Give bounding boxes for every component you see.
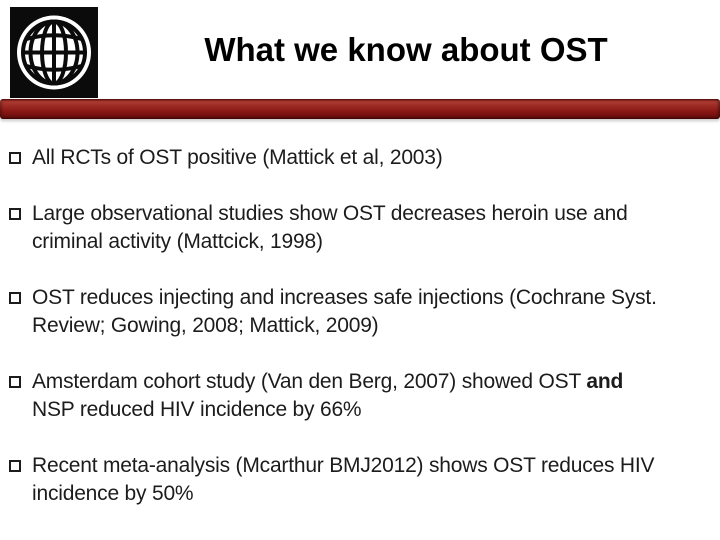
bullet-text-segment: Amsterdam cohort study (Van den Berg, 20… xyxy=(32,370,587,393)
open-square-bullet-icon xyxy=(9,152,21,164)
bullet-text: OST reduces injecting and increases safe… xyxy=(32,286,657,337)
bullet-item: OST reduces injecting and increases safe… xyxy=(9,284,714,340)
open-square-bullet-icon xyxy=(9,460,21,472)
accent-divider-bar xyxy=(0,99,720,119)
bullet-text-segment: NSP reduced HIV incidence by 66% xyxy=(32,398,362,421)
bullet-text-bold-segment: and xyxy=(586,370,624,393)
bullet-text: Large observational studies show OST dec… xyxy=(32,202,628,253)
bullet-text: All RCTs of OST positive (Mattick et al,… xyxy=(32,146,443,169)
bullet-item: Large observational studies show OST dec… xyxy=(9,200,714,256)
globe-icon xyxy=(10,7,98,98)
bullet-text: Amsterdam cohort study (Van den Berg, 20… xyxy=(32,368,623,424)
bullet-item: Recent meta-analysis (Mcarthur BMJ2012) … xyxy=(9,452,714,508)
bullet-item: All RCTs of OST positive (Mattick et al,… xyxy=(9,144,714,172)
bullet-item: Amsterdam cohort study (Van den Berg, 20… xyxy=(9,368,714,424)
open-square-bullet-icon xyxy=(9,376,21,388)
bullet-list: All RCTs of OST positive (Mattick et al,… xyxy=(9,144,714,536)
slide-title: What we know about OST xyxy=(204,31,608,68)
open-square-bullet-icon xyxy=(9,208,21,220)
open-square-bullet-icon xyxy=(9,292,21,304)
bullet-text: Recent meta-analysis (Mcarthur BMJ2012) … xyxy=(32,454,655,505)
world-bank-logo xyxy=(10,7,98,98)
